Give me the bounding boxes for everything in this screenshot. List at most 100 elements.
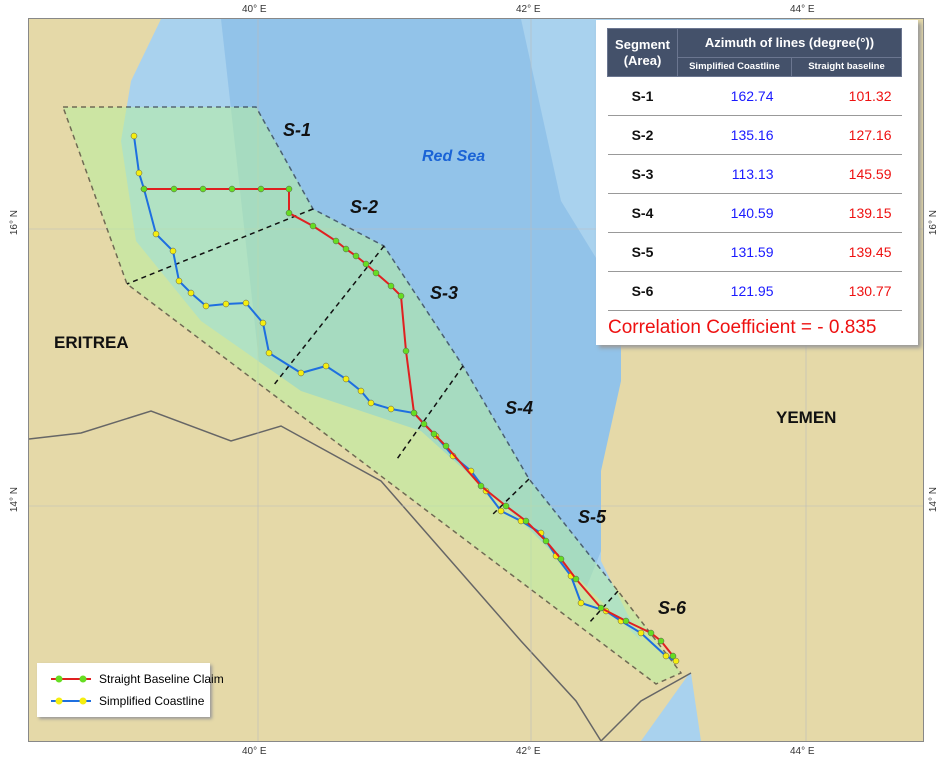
coastline-point	[222, 300, 230, 308]
baseline-point	[420, 420, 428, 428]
lon-label-top: 44° E	[790, 4, 815, 15]
map[interactable]	[28, 18, 924, 742]
segment-label-s1: S-1	[283, 120, 312, 140]
baseline-azimuth-cell: 127.16	[791, 115, 902, 155]
baseline-point	[557, 555, 565, 563]
baseline-point	[309, 222, 317, 230]
baseline-point	[477, 482, 485, 490]
table-row: S-2 135.16 127.16	[607, 115, 902, 155]
baseline-azimuth-cell: 130.77	[791, 271, 902, 311]
table-row: S-4 140.59 139.15	[607, 193, 902, 233]
baseline-point	[522, 517, 530, 525]
baseline-point	[597, 604, 605, 612]
baseline-point	[140, 185, 148, 193]
coast-swatch-icon	[51, 697, 91, 705]
table-row: S-1 162.74 101.32	[607, 76, 902, 116]
baseline-point	[542, 537, 550, 545]
coastline-point	[175, 277, 183, 285]
baseline-point	[285, 185, 293, 193]
legend-item-coast: Simplified Coastline	[51, 693, 204, 709]
coastline-point	[130, 132, 138, 140]
coastline-point	[202, 302, 210, 310]
table-row: S-5 131.59 139.45	[607, 232, 902, 272]
baseline-point	[657, 637, 665, 645]
lon-label-bottom: 42° E	[516, 746, 541, 757]
map-canvas	[29, 19, 923, 741]
coast-azimuth-cell: 113.13	[677, 154, 792, 194]
correlation-coefficient: Correlation Coefficient = - 0.835	[608, 317, 877, 338]
coast-azimuth-cell: 162.74	[677, 76, 792, 116]
legend-label-coast: Simplified Coastline	[99, 694, 205, 708]
label-yemen: YEMEN	[776, 408, 837, 427]
lat-label-right: 14° N	[928, 487, 939, 513]
coastline-point	[662, 652, 670, 660]
coastline-point	[342, 375, 350, 383]
segment-label-s3: S-3	[430, 283, 459, 303]
coastline-point	[259, 319, 267, 327]
segment-cell: S-6	[607, 271, 678, 311]
segment-label-s5: S-5	[578, 507, 607, 527]
lon-label-top: 40° E	[242, 4, 267, 15]
coast-azimuth-cell: 131.59	[677, 232, 792, 272]
segment-label-s4: S-4	[505, 398, 534, 418]
segment-area-outline	[61, 106, 683, 685]
baseline-point	[430, 430, 438, 438]
lat-label-left: 16° N	[9, 210, 20, 236]
coastline-point	[672, 657, 680, 665]
baseline-point	[622, 617, 630, 625]
baseline-point	[362, 260, 370, 268]
straight-baseline	[140, 185, 677, 660]
header-azimuth: Azimuth of lines (degree(°))	[677, 28, 902, 58]
baseline-swatch-icon	[51, 675, 91, 683]
baseline-point	[342, 245, 350, 253]
coast-azimuth-cell: 140.59	[677, 193, 792, 233]
coastline-point	[135, 169, 143, 177]
baseline-point	[502, 502, 510, 510]
azimuth-table: Segment (Area) Azimuth of lines (degree(°)…	[607, 28, 902, 311]
coastline-line	[133, 135, 677, 662]
coastline-point	[297, 369, 305, 377]
header-baseline: Straight baseline	[791, 57, 902, 77]
coastline-point	[637, 629, 645, 637]
coastline-point	[242, 299, 250, 307]
lon-label-bottom: 44° E	[790, 746, 815, 757]
segment-label-s2: S-2	[350, 197, 379, 217]
segment-cell: S-1	[607, 76, 678, 116]
coast-azimuth-cell: 121.95	[677, 271, 792, 311]
lon-label-top: 42° E	[516, 4, 541, 15]
lat-label-left: 14° N	[9, 487, 20, 513]
lon-label-bottom: 40° E	[242, 746, 267, 757]
coastline-point	[152, 230, 160, 238]
coastline-point	[322, 362, 330, 370]
coastline-point	[169, 247, 177, 255]
coastline-point	[265, 349, 273, 357]
table-row: S-3 113.13 145.59	[607, 154, 902, 194]
border-line	[29, 410, 602, 741]
header-coast: Simplified Coastline	[677, 57, 792, 77]
segment-cell: S-5	[607, 232, 678, 272]
baseline-point	[397, 292, 405, 300]
table-row: S-6 121.95 130.77	[607, 271, 902, 311]
baseline-azimuth-cell: 145.59	[791, 154, 902, 194]
baseline-point	[572, 575, 580, 583]
baseline-point	[410, 409, 418, 417]
legend: Straight Baseline Claim Simplified Coast…	[37, 663, 224, 717]
azimuth-table-panel: Segment (Area) Azimuth of lines (degree(°)…	[596, 20, 918, 345]
segment-cell: S-2	[607, 115, 678, 155]
baseline-point	[332, 237, 340, 245]
coastline-point	[497, 507, 505, 515]
coastline-point	[187, 289, 195, 297]
header-segment: Segment (Area)	[607, 28, 678, 77]
coastline-point	[577, 599, 585, 607]
baseline-azimuth-cell: 101.32	[791, 76, 902, 116]
coast-azimuth-cell: 135.16	[677, 115, 792, 155]
label-eritrea: ERITREA	[54, 333, 129, 352]
baseline-point	[442, 442, 450, 450]
legend-item-baseline: Straight Baseline Claim	[51, 671, 224, 687]
baseline-azimuth-cell: 139.15	[791, 193, 902, 233]
legend-label-baseline: Straight Baseline Claim	[99, 672, 224, 686]
label-red-sea: Red Sea	[422, 148, 486, 165]
coastline-point	[387, 405, 395, 413]
baseline-point	[372, 269, 380, 277]
baseline-point	[387, 282, 395, 290]
